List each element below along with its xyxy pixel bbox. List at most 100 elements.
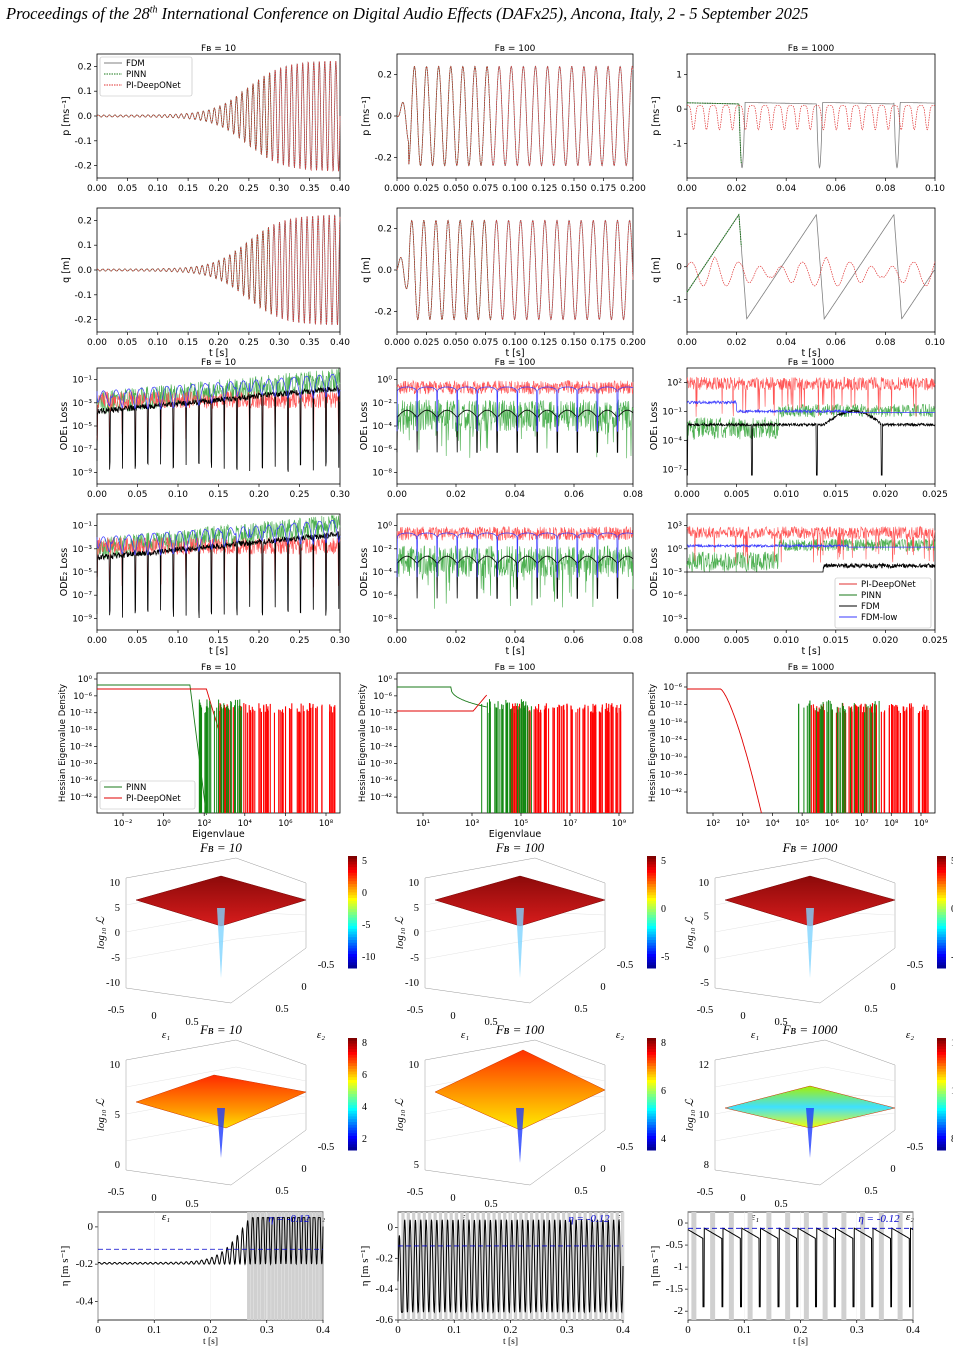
z-axis-label: log₁₀ ℒ xyxy=(684,916,696,949)
grid-line xyxy=(534,930,606,940)
colorbar-cell xyxy=(937,1102,946,1106)
x-tick-label: 0.02 xyxy=(446,636,466,646)
y-tick-label: 10⁻⁷ xyxy=(72,445,92,455)
y-axis-label: Hessian Eigenvalue Density xyxy=(58,684,68,802)
colorbar-cell xyxy=(348,878,357,882)
y-tick-label: 0.0 xyxy=(378,112,393,122)
fdm-low-loss-line xyxy=(686,399,935,414)
y-tick-label: 10⁻¹⁸ xyxy=(660,718,683,728)
x-tick-label: 0.3 xyxy=(260,1324,274,1336)
colorbar-cell xyxy=(348,1102,357,1106)
colorbar-cell xyxy=(937,1105,946,1109)
chatter-band xyxy=(897,1212,903,1320)
colorbar-cell xyxy=(937,940,946,944)
colorbar-cell xyxy=(647,928,656,933)
x-axis-label: ε₁ xyxy=(751,1029,759,1041)
y-tick-label: 0 xyxy=(600,1164,605,1175)
x-tick-label: 0.050 xyxy=(443,184,469,194)
x-tick-label: 0.05 xyxy=(127,490,147,500)
colorbar-cell xyxy=(937,917,946,921)
colorbar-cell xyxy=(937,886,946,891)
colorbar-cell xyxy=(647,906,656,910)
x-tick-label: 10⁵ xyxy=(795,819,809,829)
minimum-spike xyxy=(516,1108,524,1163)
y-axis-label: ODE₁ Loss xyxy=(649,402,660,451)
y-tick-label: 10⁻²⁴ xyxy=(370,742,393,752)
colorbar-cell xyxy=(348,912,357,916)
z-tick-label: 0 xyxy=(115,928,120,939)
y-tick-label: 0.0 xyxy=(78,266,93,276)
colorbar-cell xyxy=(348,861,357,865)
grid-line xyxy=(125,938,237,960)
pinn-loss-line xyxy=(686,403,936,441)
pinn-line xyxy=(687,102,742,164)
colorbar-cell xyxy=(647,858,656,863)
x-tick-label: 0.020 xyxy=(873,490,899,500)
loss-surface xyxy=(434,875,606,927)
colorbar-cell xyxy=(937,945,946,949)
colorbar-cell xyxy=(937,895,946,899)
x-tick-label: 0.06 xyxy=(564,636,584,646)
colorbar-cell xyxy=(647,1094,656,1098)
colorbar-cell xyxy=(937,951,946,955)
colorbar-cell xyxy=(647,889,656,893)
panel-h10: 10⁻² 10⁰ 10² 10⁴ 10⁶ 10⁸ 10⁰ 10⁻⁶ 10⁻¹² 10⁻¹⁸ 10⁻²… xyxy=(58,663,341,840)
x-tick-label: 0.00 xyxy=(87,636,107,646)
x-tick-label: 0.015 xyxy=(823,490,849,500)
z-tick-label: 12 xyxy=(699,1060,710,1071)
y-tick-label: 0 xyxy=(388,1221,394,1233)
z-tick-label: 5 xyxy=(704,911,709,922)
x-tick-label: 10² xyxy=(197,819,211,829)
panel-o2_1000: 0.000 0.005 0.010 0.015 0.020 0.025 10⁻⁹ 10⁻⁶ 10… xyxy=(649,513,948,657)
z-tick-label: 5 xyxy=(115,1110,120,1121)
axis-line xyxy=(714,857,826,879)
colorbar-cell xyxy=(348,1127,357,1131)
colorbar-cell xyxy=(647,892,656,896)
colorbar-cell xyxy=(348,1116,357,1120)
colorbar-cell xyxy=(647,864,656,868)
colorbar-cell xyxy=(647,1038,656,1042)
x-tick-label: 10¹ xyxy=(416,819,430,829)
y-tick-label: 10⁻⁶ xyxy=(663,683,682,693)
colorbar-cell xyxy=(348,870,357,874)
colorbar-cell xyxy=(937,1038,946,1042)
colorbar-cell xyxy=(937,962,946,966)
x-tick-label: 0.150 xyxy=(561,184,587,194)
x-tick-label: 10⁹ xyxy=(914,819,929,829)
colorbar-cell xyxy=(647,945,656,949)
x-axis-label: t [s] xyxy=(209,646,228,657)
y-tick-label: -0.2 xyxy=(74,316,92,326)
z-axis-label: log₁₀ ℒ xyxy=(394,916,406,949)
x-tick-label: 10⁴ xyxy=(765,819,780,829)
x-tick-label: 10² xyxy=(706,819,720,829)
colorbar-cell xyxy=(348,875,357,879)
x-tick-label: 0.175 xyxy=(591,184,617,194)
y-tick-label: 10⁰ xyxy=(377,522,392,532)
colorbar-cell xyxy=(348,900,357,905)
panel-title: Fʙ = 10 xyxy=(201,44,236,54)
axis-line xyxy=(529,947,606,1004)
x-tick-label: 0.30 xyxy=(330,490,350,500)
x-tick-label: 0.06 xyxy=(564,490,584,500)
chatter-band xyxy=(274,1212,278,1320)
colorbar-cell xyxy=(647,1147,656,1151)
x-axis-label: ε₁ xyxy=(461,1029,469,1041)
colorbar-cell xyxy=(937,923,946,927)
x-axis-label: ε₁ xyxy=(461,1211,469,1223)
colorbar-cell xyxy=(348,903,357,907)
y-tick-label: 10⁻¹ xyxy=(72,376,92,386)
colorbar-cell xyxy=(647,1085,656,1089)
x-tick-label: 0.30 xyxy=(330,636,350,646)
x-tick-label: 0.10 xyxy=(148,338,168,348)
pinn-loss-line xyxy=(396,545,634,609)
colorbar-cell xyxy=(348,1110,357,1115)
chatter-band xyxy=(785,1212,791,1320)
y-tick-label: 0 xyxy=(890,982,895,993)
chatter-band xyxy=(250,1212,254,1320)
y-axis-label: q [m] xyxy=(651,257,662,283)
y-tick-label: 0.2 xyxy=(378,225,392,235)
fdm-loss-line xyxy=(687,408,936,476)
y-tick-label: 10⁰ xyxy=(377,376,392,386)
colorbar-cell xyxy=(937,864,946,868)
colorbar-tick-label: 10 xyxy=(951,1086,953,1097)
